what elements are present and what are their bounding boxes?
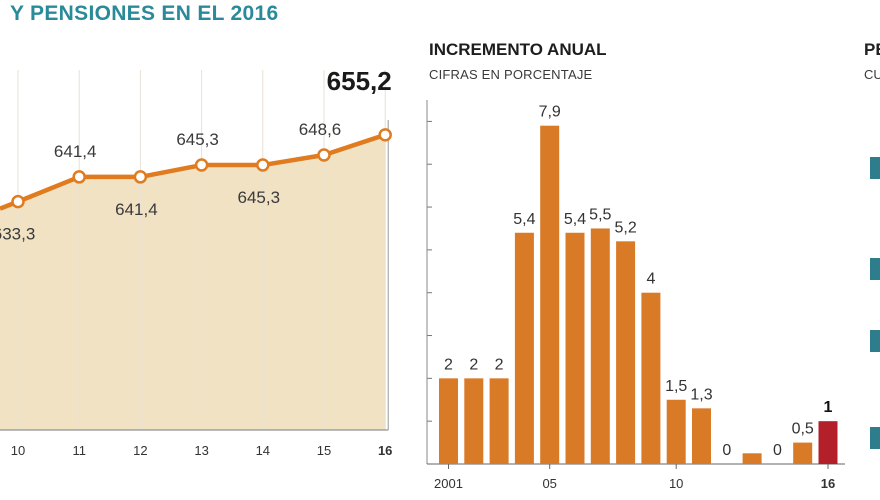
bar — [565, 232, 585, 464]
x-tick-label: 11 — [72, 443, 86, 458]
bar — [464, 378, 484, 464]
data-label: 0 — [773, 442, 782, 459]
bar — [439, 378, 458, 464]
x-tick-label: 14 — [256, 443, 270, 458]
line-chart-panel: 633,3 10 641,4 11 641,4 12 645,3 13 645,3 14 648,6… — [0, 40, 415, 495]
legend-marker — [870, 330, 880, 352]
x-tick-label: 12 — [133, 443, 147, 458]
legend-marker — [870, 157, 880, 179]
x-tick-label: 13 — [194, 443, 208, 458]
data-label: 2 — [469, 356, 478, 373]
x-tick-label: 10 — [669, 476, 683, 491]
legend-marker — [870, 258, 880, 280]
data-label: 641,4 — [54, 142, 97, 161]
bar — [692, 408, 711, 464]
data-label: 2 — [444, 356, 453, 373]
data-label: 648,6 — [299, 120, 342, 139]
bar — [666, 399, 686, 464]
data-point — [317, 148, 331, 162]
data-label: 641,4 — [115, 200, 158, 219]
bar — [489, 378, 509, 464]
headline: Y PENSIONES EN EL 2016 — [10, 2, 279, 25]
data-label: 5,4 — [513, 211, 535, 228]
data-label: 5,4 — [564, 211, 586, 228]
data-point — [378, 128, 392, 142]
data-label: 7,9 — [539, 104, 561, 121]
right-panel-subtitle: CU — [864, 67, 880, 82]
x-tick-label: 10 — [11, 443, 25, 458]
data-point — [11, 194, 25, 209]
data-label: 1,3 — [690, 386, 712, 403]
x-tick-label: 16 — [378, 443, 392, 458]
x-tick-label: 15 — [317, 443, 331, 458]
data-point — [72, 170, 86, 184]
bar-chart-subtitle: CIFRAS EN PORCENTAJE — [429, 67, 593, 82]
legend-marker — [870, 427, 880, 449]
data-label: 645,3 — [176, 130, 219, 149]
bar — [742, 453, 762, 464]
bar — [590, 228, 610, 464]
data-label: 5,2 — [614, 219, 636, 236]
line-chart-area — [0, 134, 386, 430]
data-label: 0,5 — [792, 421, 814, 438]
right-panel-title: PE — [864, 40, 880, 59]
data-label: 655,2 — [327, 66, 392, 96]
data-label: 1,5 — [665, 378, 687, 395]
bar — [641, 292, 661, 464]
data-label: 4 — [646, 271, 655, 288]
data-label: 5,5 — [589, 206, 611, 223]
data-label: 1 — [824, 399, 833, 416]
data-point — [133, 170, 148, 184]
bar — [540, 125, 560, 464]
right-panel: PE CU — [858, 40, 880, 495]
bar — [793, 442, 813, 464]
data-label: 0 — [722, 442, 731, 459]
bar — [514, 232, 534, 464]
bar — [818, 421, 838, 464]
data-label: 633,3 — [0, 225, 35, 244]
data-label: 645,3 — [238, 188, 281, 207]
line-series — [0, 132, 386, 211]
data-label: 2 — [495, 356, 504, 373]
line-chart: 633,3 10 641,4 11 641,4 12 645,3 13 645,3 14 648,6… — [0, 66, 392, 458]
bar — [616, 241, 636, 464]
data-point — [256, 158, 270, 172]
x-tick-label: 2001 — [434, 476, 463, 491]
x-tick-label: 05 — [542, 476, 556, 491]
x-tick-label: 16 — [821, 476, 835, 491]
bar-chart-title: INCREMENTO ANUAL — [429, 40, 607, 59]
data-point — [194, 158, 209, 172]
